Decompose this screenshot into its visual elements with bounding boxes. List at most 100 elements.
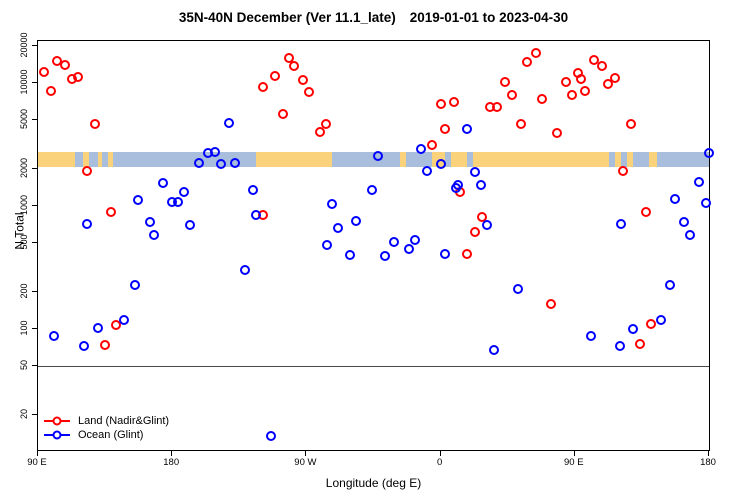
ocean-point <box>265 430 276 441</box>
coastline-band-segment-land <box>400 151 407 167</box>
ocean-point <box>210 146 221 157</box>
land-point <box>566 90 577 101</box>
ocean-point <box>704 147 714 158</box>
coastline-band-segment-ocean <box>609 151 616 167</box>
land-point <box>435 98 446 109</box>
land-point <box>551 128 562 139</box>
ocean-point <box>129 279 140 290</box>
land-point <box>617 165 628 176</box>
coastline-band-segment-land <box>473 151 610 167</box>
y-axis-tick-label: 200 <box>19 283 29 299</box>
x-axis-tick <box>708 451 709 456</box>
land-point <box>110 319 121 330</box>
x-axis-tick <box>573 451 575 456</box>
coastline-band-segment-ocean <box>102 151 109 167</box>
land-point <box>46 85 57 96</box>
land-point <box>89 119 100 130</box>
land-point <box>522 56 533 67</box>
y-axis-tick <box>32 167 37 169</box>
y-axis-tick-label: 20 <box>19 409 29 420</box>
land-point <box>277 108 288 119</box>
ocean-point <box>453 179 464 190</box>
ocean-point <box>367 185 377 196</box>
x-axis-tick-label: 90 E <box>27 457 47 468</box>
ocean-point <box>665 279 676 290</box>
ocean-point <box>132 195 143 206</box>
ocean-point <box>82 219 93 230</box>
coastline-band-segment-land <box>649 151 657 167</box>
ocean-point <box>440 248 451 259</box>
land-point <box>462 248 473 259</box>
ocean-point <box>372 150 383 161</box>
land-point <box>106 206 117 217</box>
ocean-point <box>469 166 480 177</box>
ocean-point <box>410 234 421 245</box>
coastline-band-segment-land <box>108 151 113 167</box>
y-axis-tick <box>32 328 37 330</box>
coastline-band-segment-land <box>255 151 332 167</box>
land-point <box>38 66 49 77</box>
y-axis-tick-label: 20000 <box>19 32 29 58</box>
x-axis-tick <box>305 451 307 456</box>
y-axis-tick-label: 50 <box>19 360 29 371</box>
x-axis-label: Longitude (deg E) <box>325 476 422 490</box>
land-series-marker-icon <box>44 416 70 426</box>
y-axis-tick <box>32 290 37 292</box>
y-axis-tick-label: 10000 <box>19 69 29 95</box>
ocean-point <box>462 124 473 135</box>
coastline-band-segment-ocean <box>406 151 432 167</box>
ocean-point <box>389 236 400 247</box>
land-point <box>270 70 281 81</box>
ocean-point <box>475 180 486 191</box>
ocean-point <box>240 265 251 276</box>
land-point <box>645 318 656 329</box>
x-axis-tick-label: 90 E <box>564 457 584 468</box>
ocean-point <box>326 199 337 210</box>
ocean-point <box>513 284 524 295</box>
land-point <box>82 165 93 176</box>
ocean-point <box>322 240 333 251</box>
ocean-point <box>49 330 60 341</box>
x-axis-tick <box>439 451 441 456</box>
coastline-band-segment-land <box>97 151 103 167</box>
coastline-band-segment-ocean <box>75 151 83 167</box>
chart-title: 35N-40N December (Ver 11.1_late) 2019-01-… <box>37 10 710 25</box>
ocean-point <box>489 344 500 355</box>
ocean-point <box>693 176 704 187</box>
ocean-point <box>422 165 433 176</box>
ocean-point <box>119 315 130 326</box>
land-point <box>545 298 556 309</box>
ocean-point <box>656 315 667 326</box>
coastline-band-segment-ocean <box>88 151 98 167</box>
land-point <box>304 86 315 97</box>
y-axis-tick-label: 1000 <box>19 194 29 215</box>
y-axis-tick <box>32 204 37 206</box>
land-point <box>492 101 503 112</box>
ocean-point <box>216 158 227 169</box>
x-axis-tick-label: 180 <box>700 457 716 468</box>
land-point <box>560 76 571 87</box>
coastline-band-segment-land <box>451 151 468 167</box>
land-point <box>440 124 451 135</box>
land-point <box>531 47 542 58</box>
ocean-point <box>144 217 155 228</box>
land-point <box>298 74 309 85</box>
ocean-point <box>614 340 625 351</box>
ocean-point <box>380 251 391 262</box>
land-point <box>589 54 600 65</box>
ocean-point <box>684 230 695 241</box>
ocean-point <box>404 243 415 254</box>
y-axis-tick <box>32 118 37 120</box>
ocean-point <box>669 194 680 205</box>
legend-item-land: Land (Nadir&Glint) <box>44 414 169 428</box>
y-axis-tick <box>32 81 37 83</box>
ocean-point <box>678 217 689 228</box>
coastline-band-segment-ocean <box>445 151 452 167</box>
land-point <box>469 226 480 237</box>
chart-title-dates: 2019-01-01 to 2023-04-30 <box>409 10 569 25</box>
ocean-point <box>627 324 638 335</box>
coastline-band-segment-ocean <box>331 151 401 167</box>
legend-label-ocean: Ocean (Glint) <box>78 429 144 441</box>
land-point <box>610 72 621 83</box>
